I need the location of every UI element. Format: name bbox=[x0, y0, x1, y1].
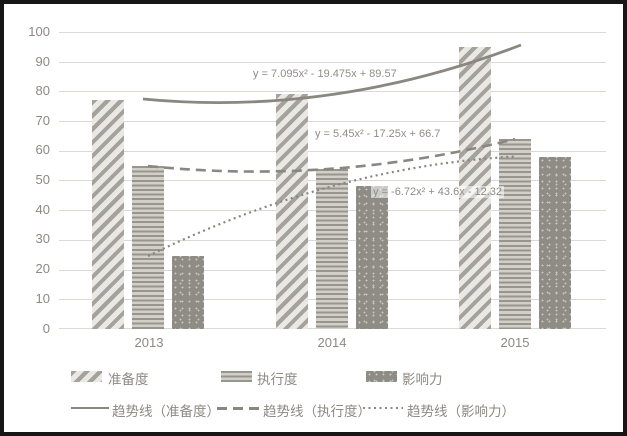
legend-label-influence: 影响力 bbox=[402, 372, 443, 387]
legend-label-trend-influence: 趋势线（影响力） bbox=[407, 404, 515, 419]
trendline-readiness bbox=[142, 43, 522, 104]
y-tick-30: 30 bbox=[35, 231, 50, 246]
gridline bbox=[59, 62, 606, 63]
bar-readiness-2014 bbox=[276, 94, 308, 329]
legend-line-dashed bbox=[217, 407, 259, 410]
trendline-equation-influence: y = -6.72x² + 43.6x - 12.32 bbox=[371, 186, 505, 198]
bar-influence-2013 bbox=[172, 256, 204, 329]
legend-label-execution: 执行度 bbox=[257, 372, 298, 387]
y-tick-70: 70 bbox=[35, 113, 50, 128]
y-tick-100: 100 bbox=[28, 24, 50, 39]
y-tick-10: 10 bbox=[35, 291, 50, 306]
legend-swatch-execution bbox=[221, 371, 252, 382]
gridline bbox=[59, 32, 606, 33]
y-tick-60: 60 bbox=[35, 142, 50, 157]
y-tick-80: 80 bbox=[35, 83, 50, 98]
trendlines-layer bbox=[142, 43, 522, 257]
bar-influence-2015 bbox=[539, 157, 571, 329]
bar-execution-2015 bbox=[499, 139, 531, 329]
y-tick-90: 90 bbox=[35, 54, 50, 69]
trendline-execution bbox=[147, 137, 516, 173]
x-tick-2014: 2014 bbox=[317, 335, 347, 350]
gridline bbox=[59, 121, 606, 122]
trendline-equation-readiness: y = 7.095x² - 19.475x + 89.57 bbox=[253, 68, 397, 80]
y-tick-50: 50 bbox=[35, 172, 50, 187]
bar-execution-2014 bbox=[316, 169, 348, 329]
legend-label-trend-execution: 趋势线（执行度） bbox=[263, 404, 371, 419]
legend-label-trend-readiness: 趋势线（准备度） bbox=[112, 404, 220, 419]
legend-line-solid bbox=[71, 407, 109, 409]
gridline bbox=[59, 91, 606, 92]
legend-swatch-influence bbox=[366, 371, 397, 382]
x-tick-2015: 2015 bbox=[500, 335, 530, 350]
bar-readiness-2013 bbox=[92, 100, 124, 329]
legend-line-dotted bbox=[363, 407, 403, 410]
trendline-equation-execution: y = 5.45x² - 17.25x + 66.7 bbox=[315, 128, 441, 140]
y-tick-40: 40 bbox=[35, 202, 50, 217]
bar-influence-2014 bbox=[356, 186, 388, 329]
y-tick-0: 0 bbox=[42, 321, 50, 336]
gridline bbox=[59, 151, 606, 152]
bar-execution-2013 bbox=[132, 166, 164, 329]
legend-swatch-readiness bbox=[71, 371, 102, 382]
legend-label-readiness: 准备度 bbox=[108, 372, 149, 387]
y-tick-20: 20 bbox=[35, 261, 50, 276]
x-tick-2013: 2013 bbox=[134, 335, 164, 350]
plot-area bbox=[59, 32, 606, 329]
